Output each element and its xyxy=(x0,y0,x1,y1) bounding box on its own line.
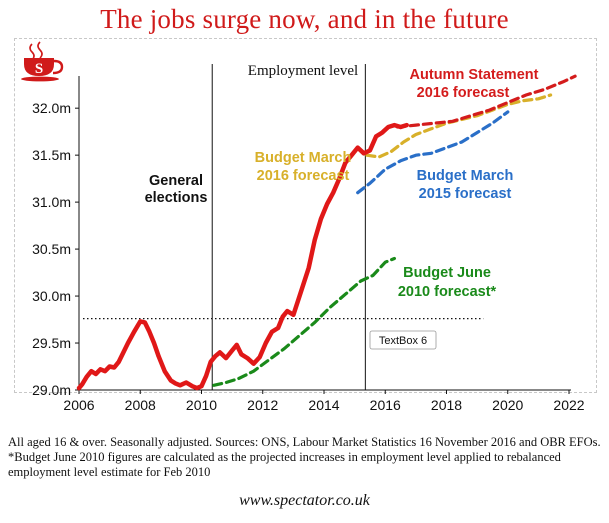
footnote: All aged 16 & over. Seasonally adjusted.… xyxy=(8,435,601,479)
y-tick-label: 31.0m xyxy=(32,194,71,210)
cup-handle xyxy=(52,59,64,75)
cup-body xyxy=(24,58,54,76)
x-tick-label: 2012 xyxy=(247,397,278,413)
x-tick-label: 2020 xyxy=(492,397,523,413)
series-layer xyxy=(76,74,577,391)
x-tick-label: 2010 xyxy=(186,397,217,413)
x-tick-label: 2014 xyxy=(308,397,339,413)
x-tick-label: 2008 xyxy=(125,397,156,413)
x-tick-label: 2016 xyxy=(370,397,401,413)
textbox-6-frame xyxy=(369,330,437,350)
axes: 29.0m 29.5m 30.0m 30.5m 31.0m 31.5m 32.0m 2006 2… xyxy=(32,76,585,413)
y-tick-label: 29.5m xyxy=(32,335,71,351)
website-url: www.spectator.co.uk xyxy=(239,492,370,509)
y-tick-label: 29.0m xyxy=(32,382,71,398)
logo-letter: S xyxy=(35,61,43,77)
x-tick-label: 2006 xyxy=(63,397,94,413)
x-tick-label: 2022 xyxy=(553,397,584,413)
series-autumn-statement-2016-forecast xyxy=(395,74,577,129)
y-tick-label: 32.0m xyxy=(32,100,71,116)
annotation-budget-2010-1: Budget June xyxy=(403,265,491,281)
annotation-budget-2015-1: Budget March xyxy=(417,168,514,184)
series-budget-march-2015-forecast xyxy=(356,110,510,195)
annotation-autumn-2016-2: 2016 forecast xyxy=(417,85,510,101)
y-tick-label: 31.5m xyxy=(32,147,71,163)
y-tick-label: 30.0m xyxy=(32,288,71,304)
steam-right xyxy=(37,41,43,59)
annotation-autumn-2016-1: Autumn Statement xyxy=(410,67,539,83)
series-budget-june-2010-forecast xyxy=(212,256,396,387)
series-employment-level xyxy=(76,122,409,391)
annotation-general-elections-2: elections xyxy=(145,190,208,206)
annotation-general-elections-1: General xyxy=(149,173,203,189)
annotation-budget-2016-2: 2016 forecast xyxy=(257,168,350,184)
x-tick-label: 2018 xyxy=(431,397,462,413)
saucer xyxy=(21,76,59,82)
annotation-budget-2010-2: 2010 forecast* xyxy=(398,284,497,300)
spectator-cup-icon: S xyxy=(21,41,64,82)
annotation-budget-2015-2: 2015 forecast xyxy=(419,186,512,202)
annotation-budget-2016-1: Budget March xyxy=(255,150,352,166)
y-tick-label: 30.5m xyxy=(32,241,71,257)
steam-left xyxy=(29,43,35,61)
chart-subtitle: Employment level xyxy=(248,63,358,79)
chart-title: The jobs surge now, and in the future xyxy=(100,4,509,34)
textbox-6-label: TextBox 6 xyxy=(379,335,427,347)
chart-frame xyxy=(14,38,597,393)
